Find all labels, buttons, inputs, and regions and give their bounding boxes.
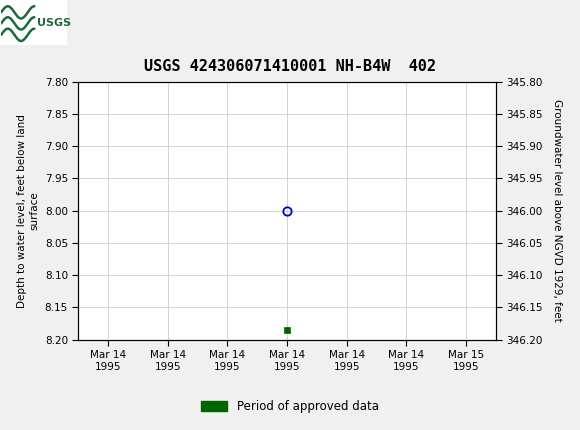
Legend: Period of approved data: Period of approved data <box>197 395 383 418</box>
Y-axis label: Groundwater level above NGVD 1929, feet: Groundwater level above NGVD 1929, feet <box>552 99 562 322</box>
Text: USGS 424306071410001 NH-B4W  402: USGS 424306071410001 NH-B4W 402 <box>144 59 436 74</box>
Text: USGS: USGS <box>37 18 71 28</box>
Bar <box>0 0 67 45</box>
Y-axis label: Depth to water level, feet below land
surface: Depth to water level, feet below land su… <box>17 114 39 307</box>
